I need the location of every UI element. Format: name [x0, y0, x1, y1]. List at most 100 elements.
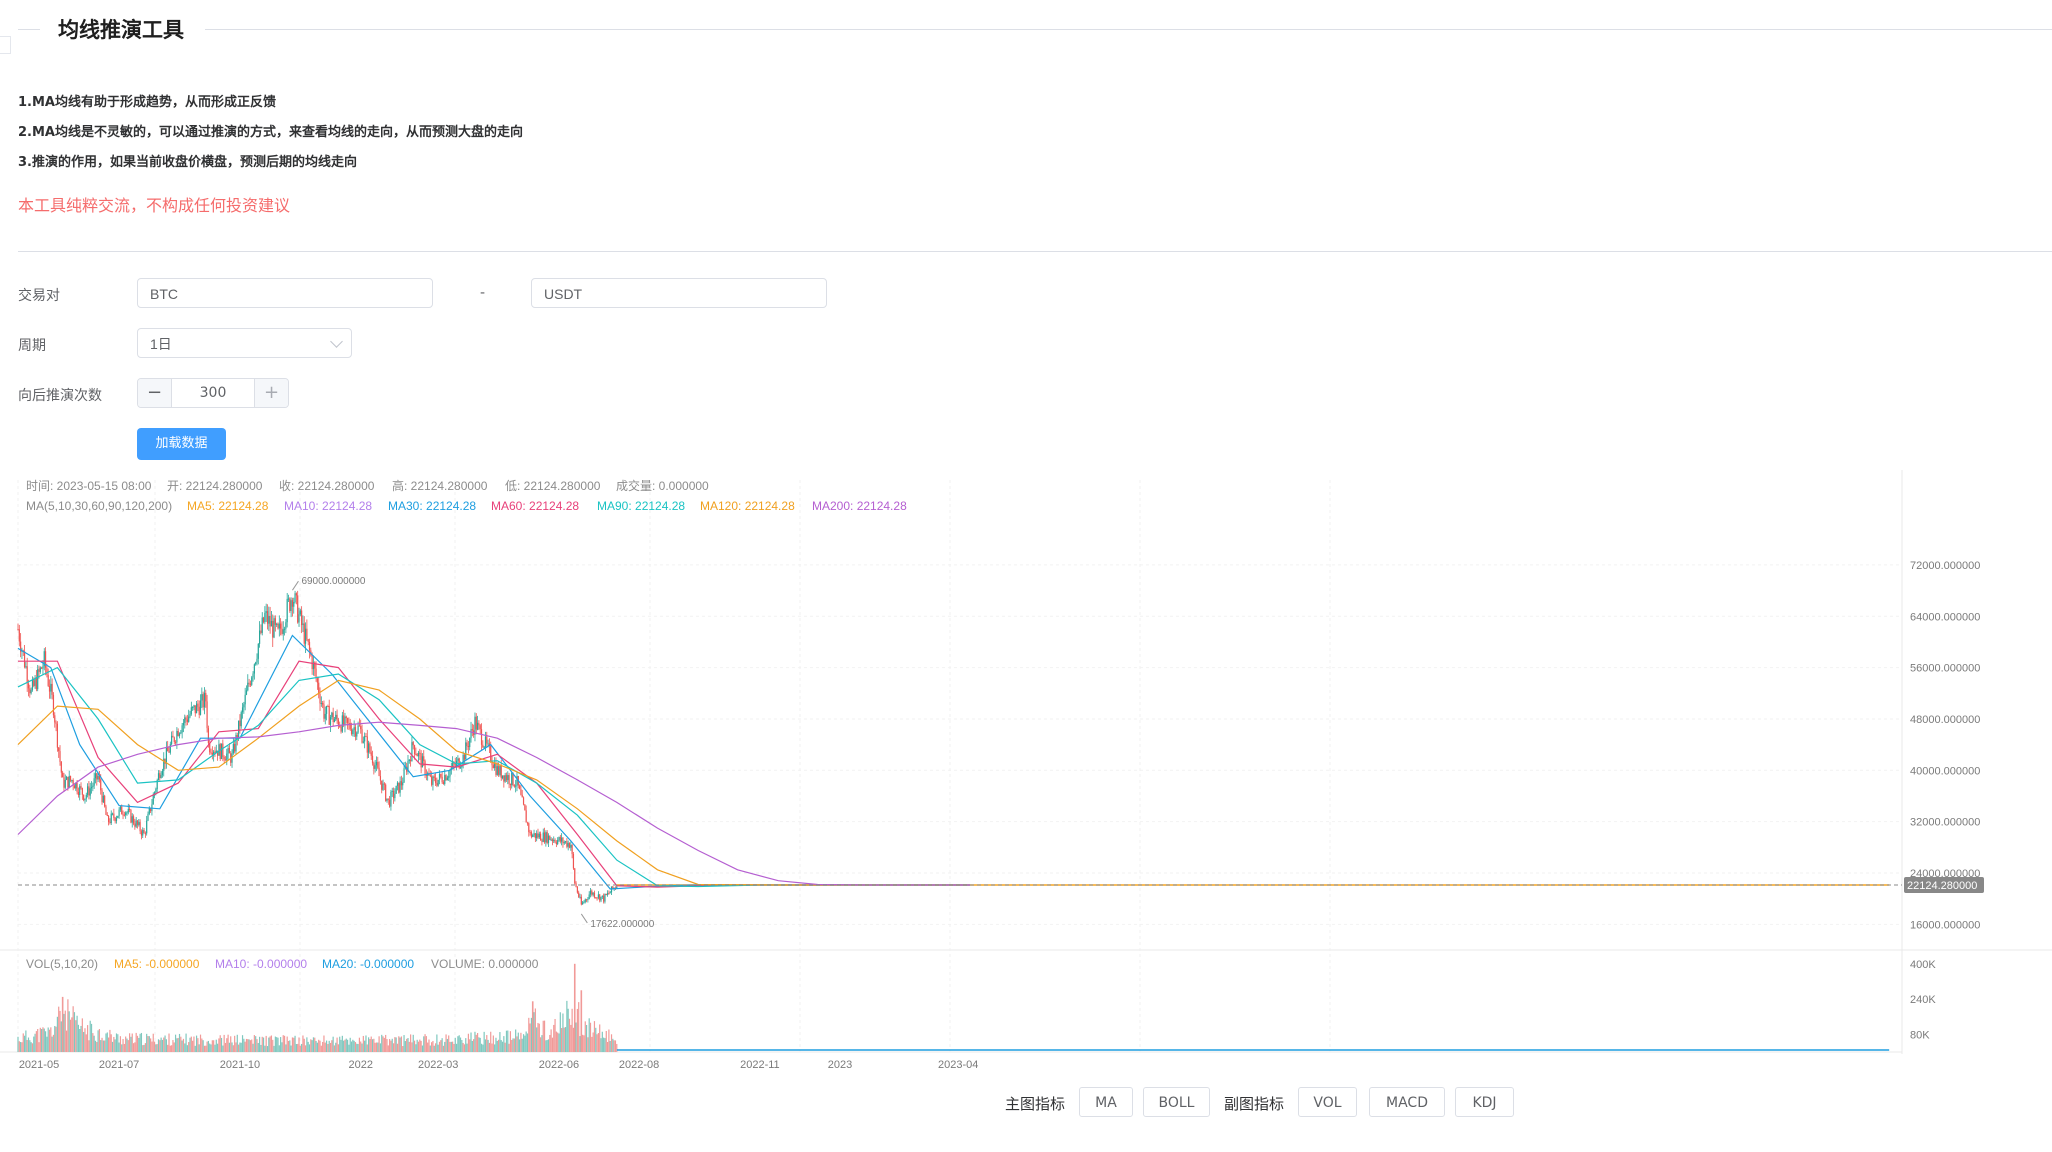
candle-body	[448, 776, 450, 778]
candle-body	[60, 761, 62, 773]
volume-bar	[509, 1031, 512, 1052]
candle-body	[425, 774, 427, 776]
candle-body	[306, 628, 308, 640]
x-tick-label: 2021-10	[220, 1059, 260, 1071]
volume-bar	[206, 1041, 208, 1052]
volume-bar	[152, 1033, 154, 1052]
volume-bar	[135, 1032, 137, 1052]
volume-bar	[290, 1045, 292, 1052]
candle-body	[186, 719, 188, 722]
volume-bar	[332, 1036, 334, 1052]
quote-currency-input[interactable]: USDT	[531, 278, 827, 308]
period-select[interactable]: 1日	[137, 328, 352, 358]
candle-body	[454, 764, 456, 766]
volume-bar	[132, 1043, 135, 1052]
candle-body	[123, 814, 125, 816]
indicator-macd-button[interactable]: MACD	[1369, 1087, 1445, 1117]
candle-body	[152, 795, 154, 805]
candle-body	[593, 892, 596, 898]
steps-increment-button[interactable]: +	[254, 379, 288, 407]
indicator-boll-button[interactable]: BOLL	[1143, 1087, 1210, 1117]
candle-body	[329, 717, 332, 725]
candle-body	[353, 727, 355, 730]
volume-bar	[526, 1033, 529, 1052]
candle-body	[499, 765, 501, 775]
steps-input[interactable]: 300	[199, 385, 227, 401]
kline-chart[interactable]: 72000.000000 64000.000000 56000.000000 4800…	[0, 470, 2052, 1085]
candle-body	[173, 737, 175, 742]
volume-bar	[69, 1019, 72, 1052]
volume-bar	[291, 1037, 294, 1052]
candle-body	[236, 735, 238, 739]
volume-bar	[136, 1035, 139, 1052]
candle-body	[270, 620, 273, 627]
candle-body	[79, 786, 81, 795]
volume-bar	[160, 1037, 162, 1052]
candle-body	[268, 615, 270, 624]
candle-body	[455, 760, 458, 766]
volume-bar	[500, 1040, 502, 1052]
volume-bar	[396, 1043, 399, 1052]
candle-body	[358, 725, 361, 727]
candle-body	[366, 736, 368, 753]
candle-body	[400, 781, 403, 786]
volume-bar	[471, 1040, 473, 1052]
candle-body	[52, 694, 55, 716]
info-line-item: 时间: 2023-05-15 08:00	[26, 479, 152, 493]
candle-body	[369, 743, 371, 753]
candle-body	[150, 808, 152, 812]
candle-body	[545, 832, 547, 843]
volume-bar	[289, 1040, 291, 1052]
indicator-vol-button[interactable]: VOL	[1298, 1087, 1357, 1117]
volume-bar	[328, 1040, 330, 1052]
candle-body	[257, 643, 259, 659]
candle-body	[350, 729, 353, 735]
page-title: 均线推演工具	[58, 18, 184, 42]
volume-bar	[416, 1039, 418, 1052]
volume-bar	[336, 1037, 338, 1052]
volume-spike-bar	[580, 990, 583, 1052]
volume-bar	[113, 1036, 115, 1052]
volume-y-tick-label: 400K	[1910, 959, 1936, 971]
volume-bar	[400, 1036, 403, 1052]
candle-body	[457, 758, 459, 761]
note-1: 1.MA均线有助于形成趋势，从而形成正反馈	[18, 95, 276, 110]
volume-bar	[210, 1044, 212, 1052]
candle-body	[294, 593, 296, 602]
candle-body	[215, 750, 217, 753]
candle-body	[503, 775, 505, 782]
volume-bar	[55, 1026, 57, 1052]
candle-body	[131, 816, 133, 823]
volume-bar	[379, 1043, 382, 1052]
volume-bar	[180, 1036, 182, 1052]
volume-bar	[245, 1038, 248, 1052]
steps-decrement-button[interactable]: −	[138, 379, 172, 407]
candle-body	[390, 791, 392, 807]
base-currency-input[interactable]: BTC	[137, 278, 433, 308]
volume-bar	[89, 1020, 91, 1052]
candle-body	[442, 782, 445, 784]
volume-bar	[75, 1020, 77, 1052]
volume-bar	[104, 1040, 106, 1052]
candle-body	[276, 623, 278, 625]
candle-body	[541, 840, 543, 842]
candle-body	[597, 894, 599, 898]
volume-bar	[575, 1022, 577, 1052]
volume-bar	[256, 1039, 258, 1052]
volume-bar	[339, 1036, 341, 1052]
indicator-ma-button[interactable]: MA	[1079, 1087, 1133, 1117]
candle-body	[274, 618, 276, 625]
volume-bar	[616, 1043, 618, 1052]
volume-bar	[230, 1036, 232, 1052]
indicator-kdj-button[interactable]: KDJ	[1455, 1087, 1514, 1117]
volume-bar	[52, 1034, 55, 1052]
candle-body	[164, 758, 166, 764]
load-data-button[interactable]: 加载数据	[137, 428, 226, 460]
volume-bar	[276, 1037, 278, 1052]
last-price-label: 22124.280000	[1907, 880, 1977, 892]
volume-bar	[606, 1041, 609, 1052]
volume-bar	[507, 1030, 509, 1052]
candle-body	[160, 775, 162, 778]
volume-bar	[555, 1031, 557, 1052]
candle-body	[466, 742, 468, 747]
